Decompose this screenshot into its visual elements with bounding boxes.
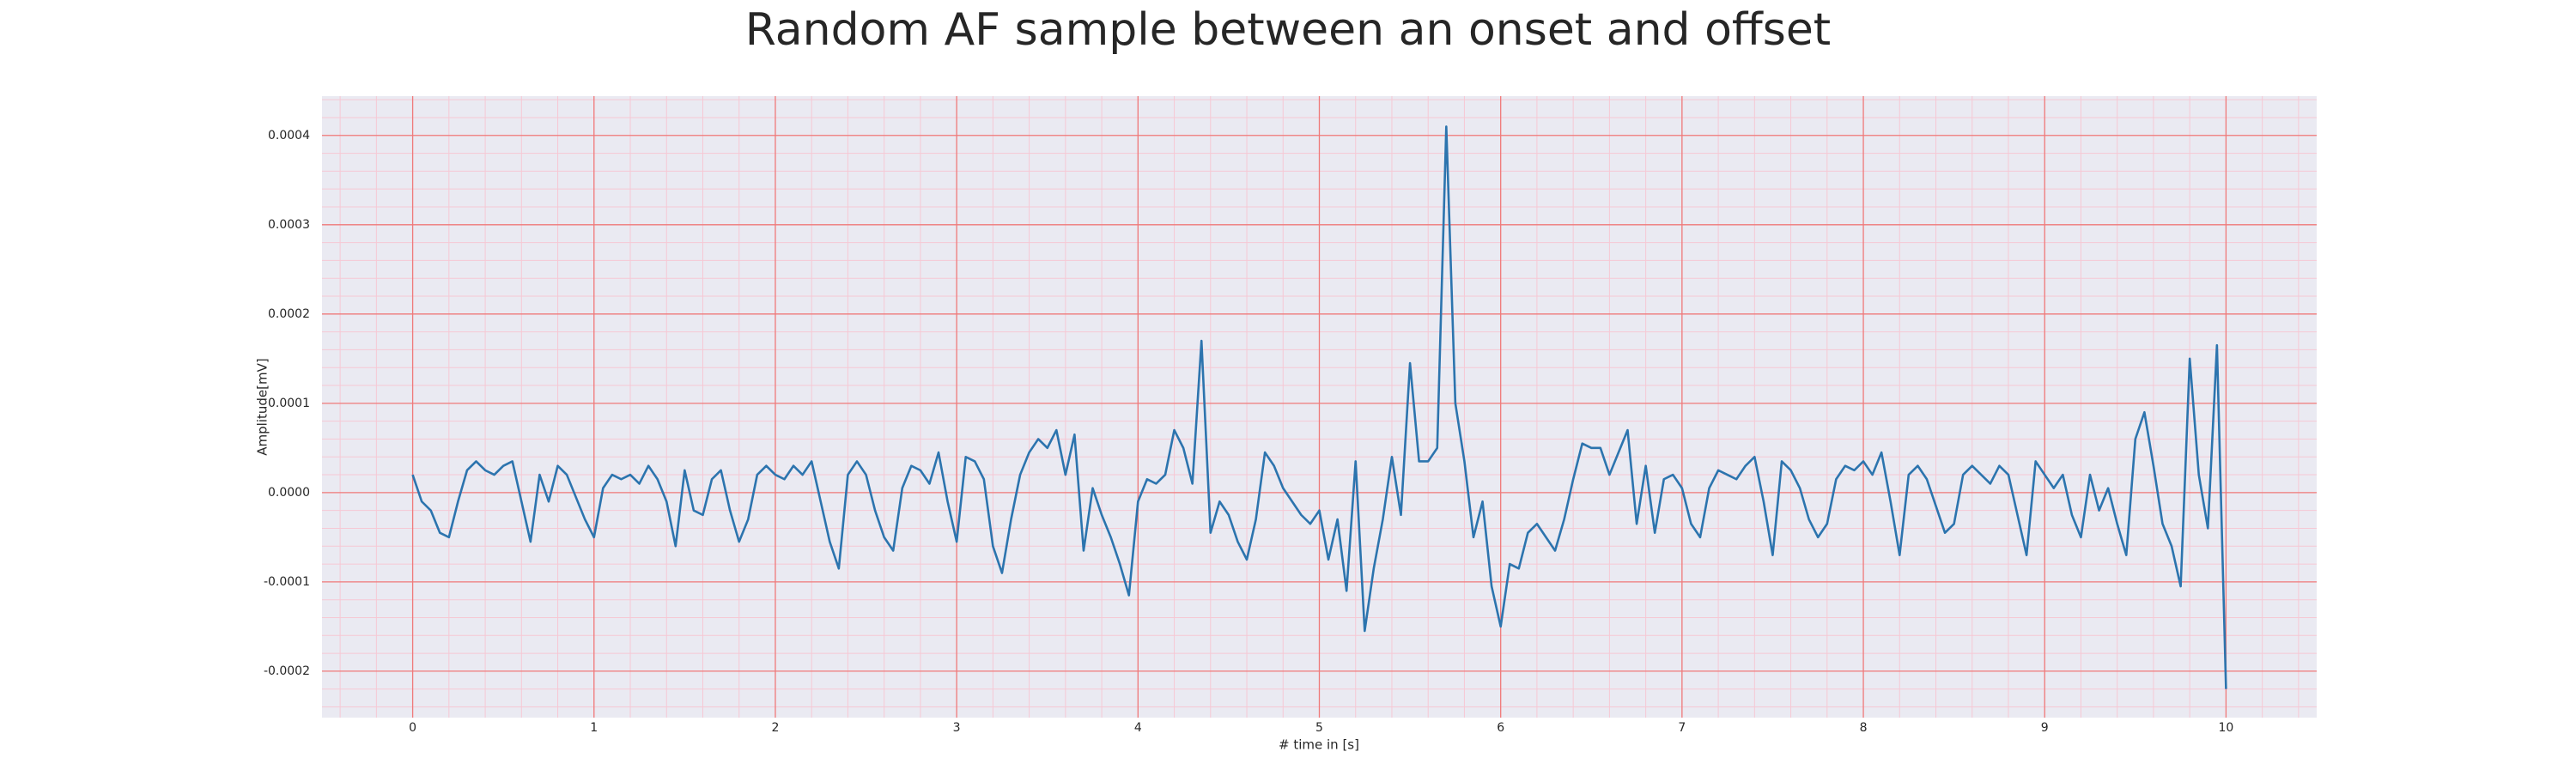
- y-tick-label: 0.0002: [268, 307, 310, 321]
- x-tick-label: 0: [409, 721, 416, 735]
- x-tick-label: 10: [2218, 721, 2233, 735]
- x-tick-label: 5: [1315, 721, 1323, 735]
- x-tick-label: 4: [1134, 721, 1142, 735]
- y-axis-label: Amplitude[mV]: [255, 358, 270, 455]
- grid: [322, 96, 2317, 718]
- x-tick-label: 2: [771, 721, 779, 735]
- x-tick-label: 1: [590, 721, 598, 735]
- x-axis-label: # time in [s]: [1279, 737, 1359, 753]
- x-tick-label: 6: [1497, 721, 1504, 735]
- x-tick-label: 8: [1860, 721, 1868, 735]
- x-tick-label: 7: [1678, 721, 1686, 735]
- y-tick-label: -0.0001: [264, 575, 310, 589]
- x-tick-label: 3: [953, 721, 961, 735]
- x-tick-label: 9: [2041, 721, 2049, 735]
- y-tick-label: 0.0003: [268, 218, 310, 232]
- chart-title: Random AF sample between an onset and of…: [745, 4, 1831, 56]
- y-tick-label: -0.0002: [264, 664, 310, 678]
- y-tick-label: 0.0000: [268, 486, 310, 500]
- y-tick-label: 0.0004: [268, 129, 310, 142]
- signal-line: [411, 125, 2227, 689]
- y-tick-label: 0.0001: [268, 397, 310, 410]
